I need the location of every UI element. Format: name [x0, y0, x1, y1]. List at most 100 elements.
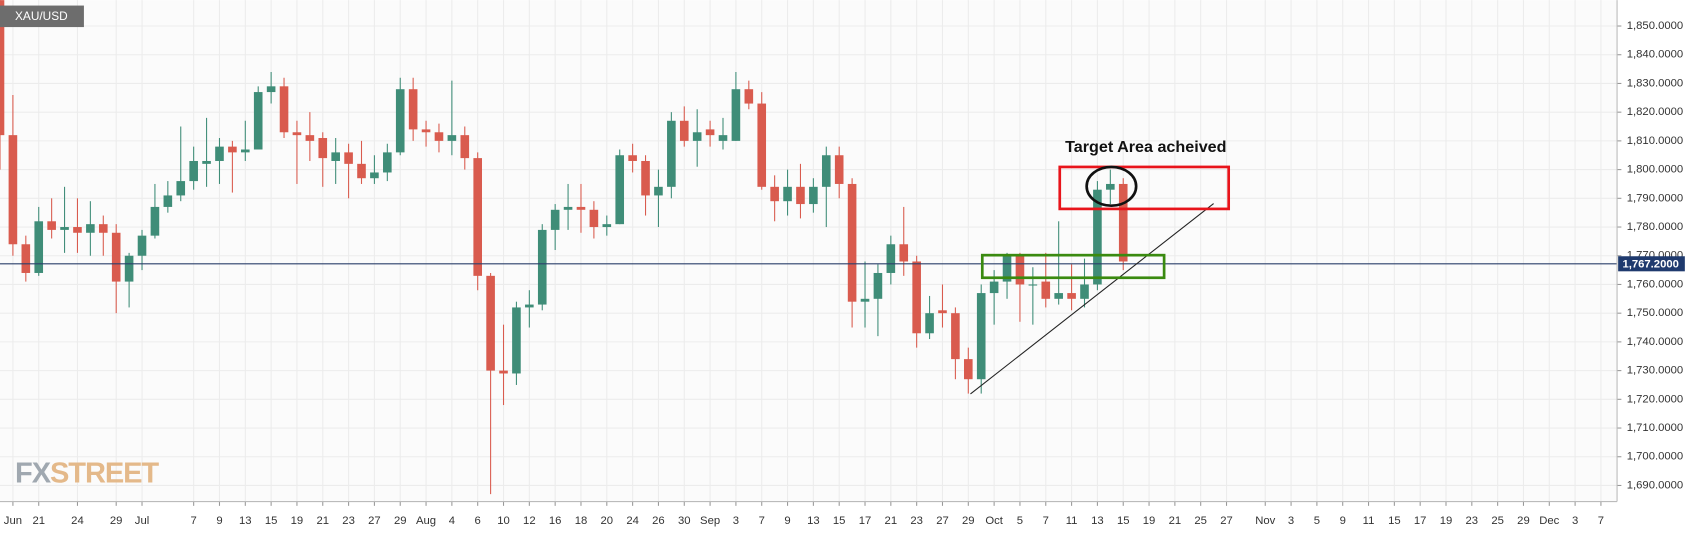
x-tick-label: Nov [1255, 515, 1275, 527]
x-tick-label: 30 [678, 515, 691, 527]
x-tick-label: 3 [733, 515, 739, 527]
candle-body [344, 152, 353, 164]
candle-body [834, 155, 844, 184]
x-tick-label: 21 [32, 515, 45, 527]
x-tick-label: 13 [239, 515, 252, 527]
candle-body [163, 195, 173, 207]
x-tick-label: 7 [191, 515, 197, 527]
candle-body [860, 298, 870, 302]
candle-body [8, 135, 18, 245]
candle-body [550, 209, 560, 230]
candle-body [111, 232, 121, 282]
candle-body [1028, 284, 1038, 286]
candle-body [809, 186, 818, 205]
candle-body [408, 89, 418, 130]
watermark-fx: FX [15, 457, 52, 489]
y-tick-label: 1,760.0000 [1627, 278, 1683, 290]
x-tick-label: 9 [784, 515, 790, 527]
candle-body [1002, 255, 1012, 282]
y-tick-label: 1,840.0000 [1627, 49, 1683, 61]
x-tick-label: 7 [759, 515, 765, 527]
last-price-badge [1618, 256, 1685, 272]
axes: 1,690.0000 1,700.0000 1,710.0000 1,720.0000… [0, 20, 1685, 527]
x-tick-label: 7 [1598, 515, 1604, 527]
candle-body [318, 138, 328, 159]
x-tick-label: 16 [549, 515, 562, 527]
candle-body [473, 158, 482, 276]
x-tick-label: 25 [1194, 515, 1207, 527]
x-tick-label: 21 [316, 515, 329, 527]
grid [0, 0, 1618, 502]
candle-body [292, 132, 302, 136]
x-tick-label: 17 [859, 515, 872, 527]
candle-body [486, 275, 495, 371]
candle-body [576, 206, 586, 210]
x-tick-label: 29 [394, 515, 407, 527]
watermark-prefix: FXSTREET [15, 457, 159, 489]
candle-body [0, 0, 5, 136]
y-tick-label: 1,690.0000 [1627, 479, 1683, 491]
candle-body [731, 89, 741, 141]
x-tick-label: 20 [601, 515, 614, 527]
x-tick-label: 9 [1340, 515, 1346, 527]
x-tick-label: 21 [885, 515, 898, 527]
y-tick-label: 1,700.0000 [1627, 451, 1683, 463]
candle-body [383, 152, 392, 173]
x-tick-label: 11 [1066, 515, 1078, 527]
candle-body [499, 370, 508, 374]
candle-body [821, 155, 831, 187]
x-tick-label: 17 [1414, 515, 1427, 527]
candle-body [279, 86, 289, 133]
candle-body [370, 172, 379, 179]
highlight-circle [1085, 165, 1138, 208]
x-tick-label: 27 [936, 515, 949, 527]
candle-body [718, 135, 728, 141]
x-tick-label: 5 [1017, 515, 1023, 527]
x-tick-label: 23 [342, 515, 355, 527]
candle-body [266, 86, 276, 93]
x-tick-label: 24 [626, 515, 639, 527]
x-tick-label: 29 [962, 515, 975, 527]
candle-body [537, 229, 547, 305]
candle-body [176, 181, 186, 196]
candle-body [628, 155, 637, 161]
x-tick-label: 29 [1517, 515, 1530, 527]
candle-body [1054, 293, 1063, 299]
candle-body [34, 221, 44, 273]
x-tick-label: 15 [265, 515, 278, 527]
x-tick-label: 3 [1572, 515, 1578, 527]
candle-body [512, 307, 521, 374]
x-tick-label: 19 [291, 515, 304, 527]
x-tick-label: 24 [71, 515, 84, 527]
candle-body [215, 146, 224, 161]
candle-body [563, 206, 573, 210]
candle-body [357, 163, 366, 179]
x-tick-label: 23 [910, 515, 923, 527]
x-tick-label: Sep [700, 515, 720, 527]
x-tick-label: 21 [1169, 515, 1182, 527]
annotation: Target Area acheived [1065, 138, 1226, 156]
candle-body [589, 209, 599, 228]
symbol: XAU/USD [15, 9, 68, 23]
candle-body [744, 89, 754, 104]
x-tick-label: 13 [1091, 515, 1104, 527]
symbol-badge [0, 5, 84, 28]
candle-body [654, 186, 663, 196]
candle-body [21, 244, 31, 273]
x-tick-label: 11 [1363, 515, 1375, 527]
y-tick-label: 1,830.0000 [1627, 77, 1683, 89]
candle-body [60, 227, 69, 230]
y-tick-label: 1,740.0000 [1627, 336, 1683, 348]
x-tick-label: 27 [1220, 515, 1233, 527]
candle-body [331, 152, 340, 161]
candle-body [964, 359, 973, 380]
candle-body [202, 160, 211, 164]
candle-body [679, 120, 689, 141]
y-tick-label: 1,810.0000 [1627, 135, 1683, 147]
candle-body [938, 310, 947, 314]
candle-body [525, 304, 534, 308]
candle-body [1093, 189, 1102, 285]
x-tick-label: 15 [1117, 515, 1130, 527]
candle-body [667, 120, 676, 187]
